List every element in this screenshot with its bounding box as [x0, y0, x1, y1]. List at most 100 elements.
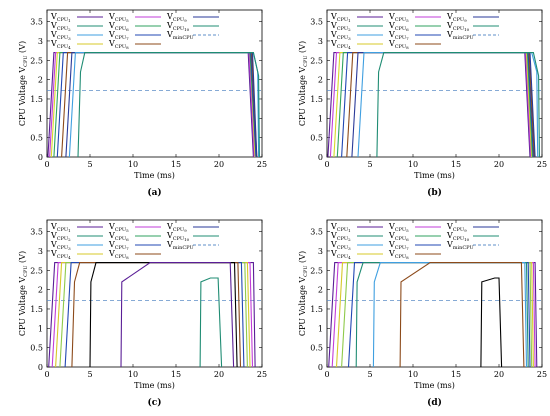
series-line-4 — [53, 52, 257, 158]
y-tick-label: 0.5 — [310, 134, 323, 143]
legend-label: VCPU9 — [446, 12, 467, 23]
legend-label: VCPU6 — [108, 21, 129, 32]
legend-label: VCPU8 — [388, 39, 409, 50]
y-tick-label: 2 — [38, 286, 43, 295]
legend-label: VCPU8 — [388, 249, 409, 260]
series-line-6 — [355, 262, 529, 368]
series-line-9 — [376, 52, 540, 158]
y-tick-label: 2 — [318, 76, 323, 85]
legend-label: VCPU8 — [108, 249, 129, 260]
x-tick-label: 10 — [128, 160, 138, 169]
legend-label: VCPU1 — [330, 222, 351, 233]
series-line-6 — [61, 52, 258, 158]
x-tick-label: 15 — [171, 160, 181, 169]
x-tick-label: 25 — [537, 160, 547, 169]
legend-label: VCPU2 — [50, 21, 71, 32]
y-tick-label: 0.5 — [30, 134, 43, 143]
y-tick-label: 3.5 — [30, 18, 43, 27]
series-line-8 — [120, 262, 235, 368]
y-tick-label: 1.5 — [30, 305, 43, 314]
x-tick-label: 0 — [324, 160, 329, 169]
series-line-8 — [68, 52, 260, 158]
x-axis-label: Time (ms) — [134, 171, 175, 180]
legend-label: VCPU1 — [50, 12, 71, 23]
panel-label: (a) — [147, 187, 161, 198]
y-tick-label: 0 — [318, 363, 323, 372]
panel-label: (b) — [427, 187, 442, 198]
legend-label: VCPU3 — [330, 30, 351, 41]
y-axis-label: CPU Voltage VCPU (V) — [18, 251, 29, 336]
x-tick-label: 5 — [367, 370, 372, 379]
y-tick-label: 3 — [38, 247, 43, 256]
legend-label: VCPU2 — [50, 231, 71, 242]
legend-label: VCPU10 — [446, 21, 470, 32]
y-tick-label: 2.5 — [30, 266, 43, 275]
y-tick-label: 3.5 — [30, 228, 43, 237]
x-axis-label: Time (ms) — [414, 381, 455, 390]
x-axis-label: Time (ms) — [134, 381, 175, 390]
series-line-2 — [49, 52, 255, 158]
y-tick-label: 3 — [318, 247, 323, 256]
y-tick-label: 1 — [38, 114, 43, 123]
legend-label: VCPU7 — [388, 240, 409, 251]
x-tick-label: 5 — [367, 160, 372, 169]
x-tick-label: 25 — [537, 370, 547, 379]
y-tick-label: 2.5 — [310, 56, 323, 65]
x-tick-label: 20 — [214, 370, 224, 379]
panel-label: (c) — [148, 397, 162, 408]
series-line-9 — [199, 277, 223, 368]
plot-frame — [326, 219, 543, 368]
series-line-5 — [341, 52, 534, 158]
chart-panel-1: 0 5 10 15 20 2500.511.522.533.5VCPU1VCPU2VCPU… — [18, 9, 267, 198]
series-line-9 — [77, 52, 260, 158]
y-tick-label: 2.5 — [30, 56, 43, 65]
legend-label: VCPU8 — [108, 39, 129, 50]
legend-label: VCPU4 — [50, 249, 71, 260]
legend-label: VCPU9 — [446, 222, 467, 233]
legend-label: VCPU5 — [108, 222, 129, 233]
legend-label: VCPU5 — [388, 222, 409, 233]
legend-label: VCPU6 — [108, 231, 129, 242]
y-tick-label: 0 — [38, 363, 43, 372]
x-tick-label: 0 — [324, 370, 329, 379]
x-tick-label: 25 — [257, 160, 267, 169]
legend-label: VCPU10 — [446, 231, 470, 242]
y-axis-label: CPU Voltage VCPU (V) — [18, 41, 29, 126]
y-tick-label: 3.5 — [310, 228, 323, 237]
series-line-7 — [89, 262, 238, 368]
legend-label: VCPU6 — [388, 21, 409, 32]
y-tick-label: 2.5 — [310, 266, 323, 275]
series-line-3 — [335, 262, 534, 368]
plot-frame — [46, 219, 263, 368]
panel-label: (d) — [427, 397, 442, 408]
legend-label: VCPU2 — [330, 21, 351, 32]
legend-label: VCPU4 — [330, 39, 351, 50]
legend-label: VCPU3 — [330, 240, 351, 251]
plot-frame — [326, 9, 543, 158]
x-tick-label: 5 — [87, 160, 92, 169]
series-line-6 — [346, 52, 535, 158]
plot-frame — [46, 9, 263, 158]
series-line-8 — [357, 52, 539, 158]
series-line-8 — [399, 262, 525, 368]
series-line-7 — [65, 52, 258, 158]
y-tick-label: 0 — [38, 153, 43, 162]
legend-label: VCPU7 — [108, 240, 129, 251]
x-tick-label: 5 — [87, 370, 92, 379]
y-tick-label: 1 — [38, 324, 43, 333]
chart-panel-2: 0 5 10 15 20 2500.511.522.533.5VCPU1VCPU2VCPU… — [298, 9, 547, 198]
series-line-1 — [327, 52, 531, 158]
x-tick-label: 15 — [451, 370, 461, 379]
series-line-4 — [341, 262, 533, 368]
y-tick-label: 0.5 — [310, 344, 323, 353]
x-axis-label: Time (ms) — [414, 171, 455, 180]
legend-label: VCPU1 — [330, 12, 351, 23]
y-tick-label: 1.5 — [310, 305, 323, 314]
x-tick-label: 10 — [408, 160, 418, 169]
x-tick-label: 0 — [44, 160, 49, 169]
y-tick-label: 1.5 — [310, 95, 323, 104]
x-tick-label: 25 — [257, 370, 267, 379]
legend-label: VCPU3 — [50, 240, 71, 251]
y-tick-label: 2 — [318, 286, 323, 295]
